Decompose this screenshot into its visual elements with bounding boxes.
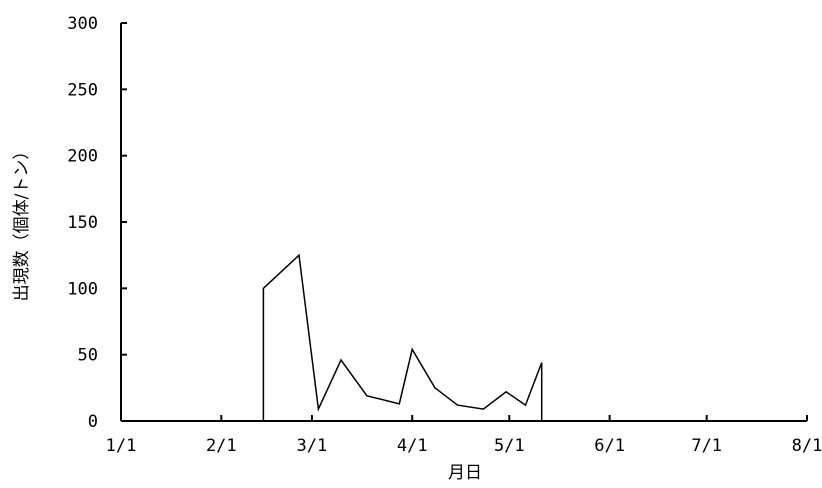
x-tick-label: 8/1 <box>792 436 822 456</box>
x-tick-label: 6/1 <box>594 436 625 456</box>
y-tick-label: 200 <box>67 147 98 167</box>
x-tick-label: 7/1 <box>691 436 722 456</box>
y-tick-label: 50 <box>78 346 98 366</box>
x-tick-label: 1/1 <box>106 436 137 456</box>
y-tick-label: 0 <box>88 412 98 432</box>
y-tick-label: 150 <box>67 213 98 233</box>
x-axis: 1/1 2/1 3/1 4/1 5/1 6/1 7/1 8/1 <box>106 415 822 456</box>
x-tick-label: 4/1 <box>397 436 428 456</box>
series <box>262 253 543 421</box>
y-tick-label: 250 <box>67 80 98 100</box>
x-axis-title: 月日 <box>448 463 482 483</box>
x-tick-label: 2/1 <box>206 436 237 456</box>
y-tick-label: 100 <box>67 279 98 299</box>
series-line <box>262 253 543 421</box>
y-axis: 0 50 100 150 200 250 300 <box>67 14 127 432</box>
x-tick-label: 3/1 <box>297 436 328 456</box>
y-tick-label: 300 <box>67 14 98 34</box>
y-axis-title: 出現数（個体/トン） <box>12 143 32 302</box>
x-tick-label: 5/1 <box>494 436 525 456</box>
